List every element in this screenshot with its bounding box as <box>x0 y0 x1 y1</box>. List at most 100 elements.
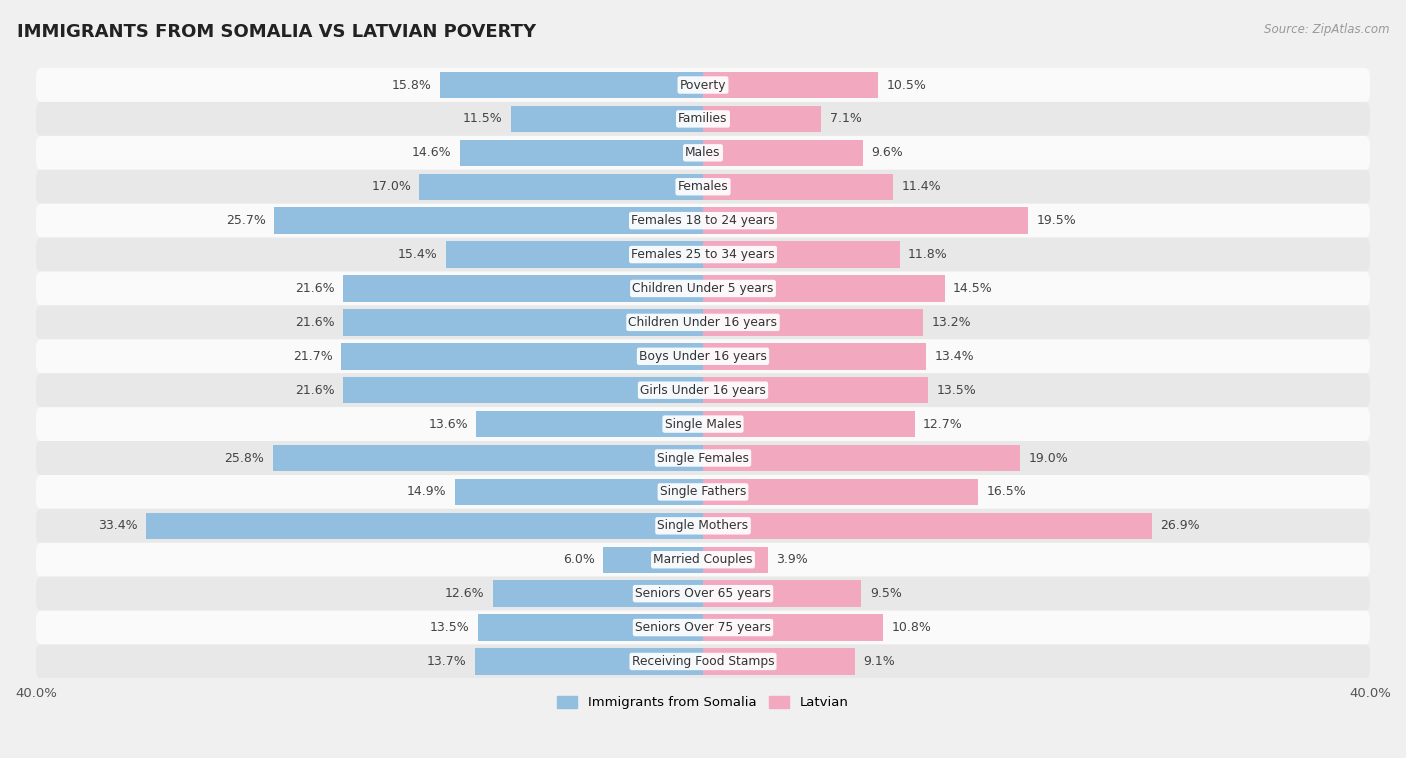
Text: Single Females: Single Females <box>657 452 749 465</box>
Text: Females 25 to 34 years: Females 25 to 34 years <box>631 248 775 261</box>
Bar <box>494 581 703 607</box>
Text: Single Males: Single Males <box>665 418 741 431</box>
Bar <box>703 343 927 369</box>
Text: Married Couples: Married Couples <box>654 553 752 566</box>
Bar <box>419 174 703 200</box>
Text: 9.5%: 9.5% <box>870 587 901 600</box>
Text: Girls Under 16 years: Girls Under 16 years <box>640 384 766 396</box>
Text: 10.8%: 10.8% <box>891 621 931 634</box>
Bar <box>703 479 979 505</box>
FancyBboxPatch shape <box>37 509 1369 543</box>
Text: Poverty: Poverty <box>679 79 727 92</box>
Bar <box>703 411 915 437</box>
Text: 13.5%: 13.5% <box>430 621 470 634</box>
Bar <box>703 275 945 302</box>
FancyBboxPatch shape <box>37 102 1369 136</box>
Text: Females: Females <box>678 180 728 193</box>
Text: 9.1%: 9.1% <box>863 655 894 668</box>
Text: Families: Families <box>678 112 728 125</box>
Text: 13.2%: 13.2% <box>931 316 972 329</box>
Bar <box>446 241 703 268</box>
Bar <box>703 105 821 132</box>
FancyBboxPatch shape <box>37 407 1369 441</box>
Bar <box>703 445 1019 471</box>
Bar <box>703 309 924 336</box>
Text: 9.6%: 9.6% <box>872 146 903 159</box>
Text: 21.6%: 21.6% <box>295 316 335 329</box>
Bar <box>343 309 703 336</box>
Bar <box>440 72 703 99</box>
Text: 15.4%: 15.4% <box>398 248 437 261</box>
FancyBboxPatch shape <box>37 204 1369 237</box>
Bar <box>146 512 703 539</box>
Bar <box>342 343 703 369</box>
Text: Boys Under 16 years: Boys Under 16 years <box>640 349 766 363</box>
Text: 12.7%: 12.7% <box>924 418 963 431</box>
FancyBboxPatch shape <box>37 68 1369 102</box>
Text: 13.7%: 13.7% <box>426 655 467 668</box>
Text: 21.7%: 21.7% <box>292 349 333 363</box>
Bar <box>703 241 900 268</box>
Text: Receiving Food Stamps: Receiving Food Stamps <box>631 655 775 668</box>
Bar <box>343 275 703 302</box>
Text: 7.1%: 7.1% <box>830 112 862 125</box>
Bar <box>703 377 928 403</box>
Bar <box>703 208 1028 234</box>
Text: 25.7%: 25.7% <box>226 215 266 227</box>
FancyBboxPatch shape <box>37 543 1369 577</box>
Text: 25.8%: 25.8% <box>225 452 264 465</box>
Bar <box>454 479 703 505</box>
Text: 13.6%: 13.6% <box>429 418 468 431</box>
Text: 19.0%: 19.0% <box>1028 452 1069 465</box>
Bar <box>703 614 883 641</box>
Bar <box>703 547 768 573</box>
Text: 14.9%: 14.9% <box>406 485 446 499</box>
Text: 17.0%: 17.0% <box>371 180 411 193</box>
Text: 15.8%: 15.8% <box>391 79 432 92</box>
FancyBboxPatch shape <box>37 373 1369 407</box>
FancyBboxPatch shape <box>37 475 1369 509</box>
Bar <box>603 547 703 573</box>
Text: 33.4%: 33.4% <box>98 519 138 532</box>
Bar <box>703 72 879 99</box>
Text: 11.5%: 11.5% <box>463 112 503 125</box>
Bar <box>703 512 1152 539</box>
Text: 11.4%: 11.4% <box>901 180 941 193</box>
Text: Children Under 16 years: Children Under 16 years <box>628 316 778 329</box>
Text: Children Under 5 years: Children Under 5 years <box>633 282 773 295</box>
Bar <box>703 139 863 166</box>
Text: Males: Males <box>685 146 721 159</box>
FancyBboxPatch shape <box>37 170 1369 204</box>
Bar <box>475 648 703 675</box>
Bar <box>274 208 703 234</box>
Text: Seniors Over 65 years: Seniors Over 65 years <box>636 587 770 600</box>
FancyBboxPatch shape <box>37 305 1369 340</box>
FancyBboxPatch shape <box>37 644 1369 678</box>
Text: 21.6%: 21.6% <box>295 282 335 295</box>
Text: 26.9%: 26.9% <box>1160 519 1199 532</box>
Text: 19.5%: 19.5% <box>1036 215 1076 227</box>
Text: 3.9%: 3.9% <box>776 553 808 566</box>
Text: 6.0%: 6.0% <box>562 553 595 566</box>
Bar <box>477 411 703 437</box>
Text: 13.5%: 13.5% <box>936 384 976 396</box>
Text: Single Mothers: Single Mothers <box>658 519 748 532</box>
FancyBboxPatch shape <box>37 577 1369 611</box>
Text: 10.5%: 10.5% <box>886 79 927 92</box>
Text: Single Fathers: Single Fathers <box>659 485 747 499</box>
Text: 12.6%: 12.6% <box>444 587 485 600</box>
FancyBboxPatch shape <box>37 237 1369 271</box>
Text: Females 18 to 24 years: Females 18 to 24 years <box>631 215 775 227</box>
FancyBboxPatch shape <box>37 611 1369 644</box>
Legend: Immigrants from Somalia, Latvian: Immigrants from Somalia, Latvian <box>553 691 853 715</box>
Text: 11.8%: 11.8% <box>908 248 948 261</box>
Bar <box>273 445 703 471</box>
FancyBboxPatch shape <box>37 271 1369 305</box>
Bar <box>343 377 703 403</box>
FancyBboxPatch shape <box>37 136 1369 170</box>
Bar <box>703 581 862 607</box>
Bar <box>703 174 893 200</box>
Bar <box>478 614 703 641</box>
Bar <box>703 648 855 675</box>
Text: 21.6%: 21.6% <box>295 384 335 396</box>
